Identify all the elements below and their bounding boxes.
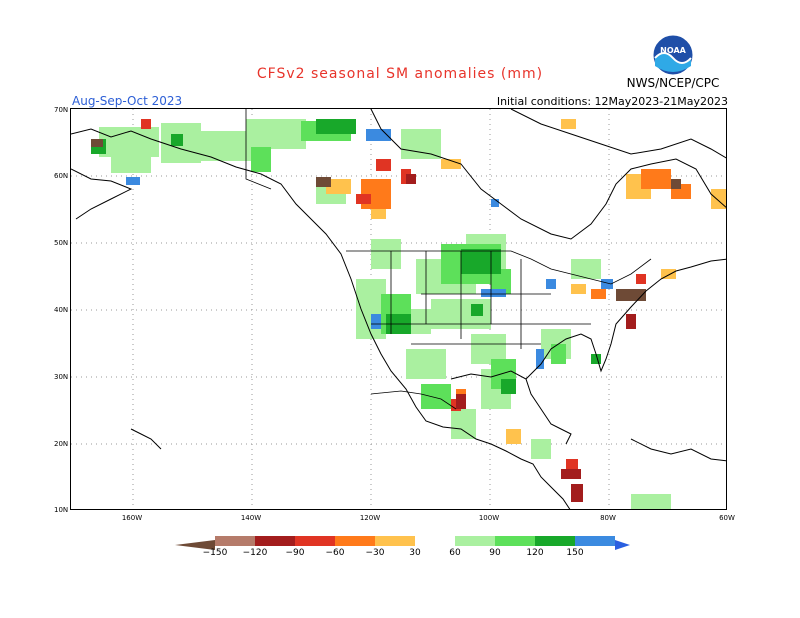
- dry-anomalies-light: [326, 119, 726, 444]
- dry-anomalies-brown: [91, 139, 681, 301]
- lat-label: 20N: [54, 440, 69, 448]
- colorbar-label: −150: [202, 548, 228, 558]
- colorbar-label: 120: [526, 548, 544, 558]
- colorbar-label: −60: [325, 548, 345, 558]
- colorbar-label: −90: [285, 548, 305, 558]
- colorbar-label: −120: [242, 548, 268, 558]
- logo-text: NOAA: [660, 46, 686, 55]
- colorbar-swatch: [535, 536, 575, 546]
- noaa-logo-icon: NOAA: [652, 34, 694, 76]
- wet-anomalies-blue: [126, 129, 613, 369]
- colorbar-min-arrow: [175, 540, 215, 550]
- colorbar-swatch: [495, 536, 535, 546]
- colorbar-label: −30: [365, 548, 385, 558]
- dry-anomalies-dark: [406, 174, 636, 502]
- lon-label: 140W: [240, 514, 262, 522]
- lat-label: 10N: [54, 506, 69, 514]
- colorbar-swatch: [295, 536, 335, 546]
- colorbar-swatch: [215, 536, 255, 546]
- colorbar-swatch: [575, 536, 615, 546]
- colorbar-swatch: [455, 536, 495, 546]
- coastlines: [71, 109, 726, 509]
- forecast-period: Aug-Sep-Oct 2023: [72, 94, 183, 108]
- colorbar-label: 60: [449, 548, 461, 558]
- colorbar-swatch: [255, 536, 295, 546]
- lon-label: 60W: [719, 514, 735, 522]
- lat-label: 70N: [54, 106, 69, 114]
- colorbar-swatch: [375, 536, 415, 546]
- agency-label: NWS/NCEP/CPC: [626, 76, 720, 90]
- lat-label: 30N: [54, 373, 69, 381]
- lat-label: 40N: [54, 306, 69, 314]
- initial-conditions: Initial conditions: 12May2023-21May2023: [496, 95, 728, 108]
- anomaly-map: [70, 108, 727, 510]
- dry-anomalies-orange: [361, 169, 691, 399]
- lat-label: 50N: [54, 239, 69, 247]
- colorbar: [175, 536, 630, 550]
- colorbar-label: 150: [566, 548, 584, 558]
- colorbar-max-arrow: [615, 540, 630, 550]
- chart-title: CFSv2 seasonal SM anomalies (mm): [256, 66, 544, 82]
- lon-label: 80W: [600, 514, 616, 522]
- colorbar-swatch: [335, 536, 375, 546]
- colorbar-swatch: [415, 536, 455, 546]
- lon-label: 120W: [359, 514, 381, 522]
- map-canvas: [71, 109, 726, 509]
- political-borders: [245, 109, 652, 410]
- colorbar-label: 30: [409, 548, 421, 558]
- lon-label: 160W: [121, 514, 143, 522]
- lon-label: 100W: [478, 514, 500, 522]
- lat-label: 60N: [54, 172, 69, 180]
- colorbar-label: 90: [489, 548, 501, 558]
